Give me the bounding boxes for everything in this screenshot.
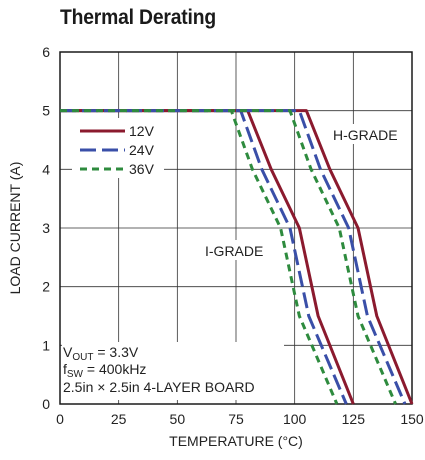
y-tick-label: 2	[42, 279, 50, 295]
legend-label: 36V	[129, 161, 155, 177]
x-tick-label: 125	[342, 411, 366, 427]
legend-label: 12V	[129, 123, 155, 139]
fsw-condition: fSW = 400kHz	[63, 361, 146, 380]
x-tick-label: 0	[56, 411, 64, 427]
vout-condition: VOUT = 3.3V	[63, 344, 139, 363]
i-grade-label: I-GRADE	[205, 243, 263, 259]
plot-frame	[59, 51, 413, 405]
conditions-bg	[62, 342, 284, 400]
y-tick-label: 1	[42, 337, 50, 353]
h-grade-label: H-GRADE	[333, 127, 398, 143]
series-line-24v-h-grade	[60, 109, 407, 405]
x-axis-label: TEMPERATURE (°C)	[169, 433, 303, 449]
x-tick-label: 75	[228, 411, 244, 427]
board-condition: 2.5in × 2.5in 4-LAYER BOARD	[63, 379, 255, 395]
y-tick-label: 5	[42, 103, 50, 119]
x-tick-label: 100	[283, 411, 307, 427]
y-tick-label: 0	[42, 396, 50, 412]
y-tick-label: 4	[42, 161, 50, 177]
h-grade-label-bg	[330, 124, 406, 144]
series-line-36v-h-grade	[60, 109, 397, 405]
legend-label: 24V	[129, 142, 155, 158]
i-grade-label-bg	[201, 240, 273, 260]
tick-labels: 0 25 50 75 100 125 150 0 1 2 3 4 5 6	[42, 44, 424, 427]
x-tick-label: 150	[400, 411, 424, 427]
series-line-24v-i-grade	[60, 109, 348, 405]
series-line-36v-i-grade	[60, 109, 339, 405]
x-tick-label: 50	[170, 411, 186, 427]
chart-title: Thermal Derating	[60, 6, 216, 29]
y-tick-label: 3	[42, 220, 50, 236]
y-axis-label: LOAD CURRENT (A)	[7, 162, 23, 295]
y-tick-label: 6	[42, 44, 50, 60]
legend: 12V 24V 36V	[80, 123, 155, 177]
series-group	[60, 109, 414, 405]
x-tick-label: 25	[111, 411, 127, 427]
